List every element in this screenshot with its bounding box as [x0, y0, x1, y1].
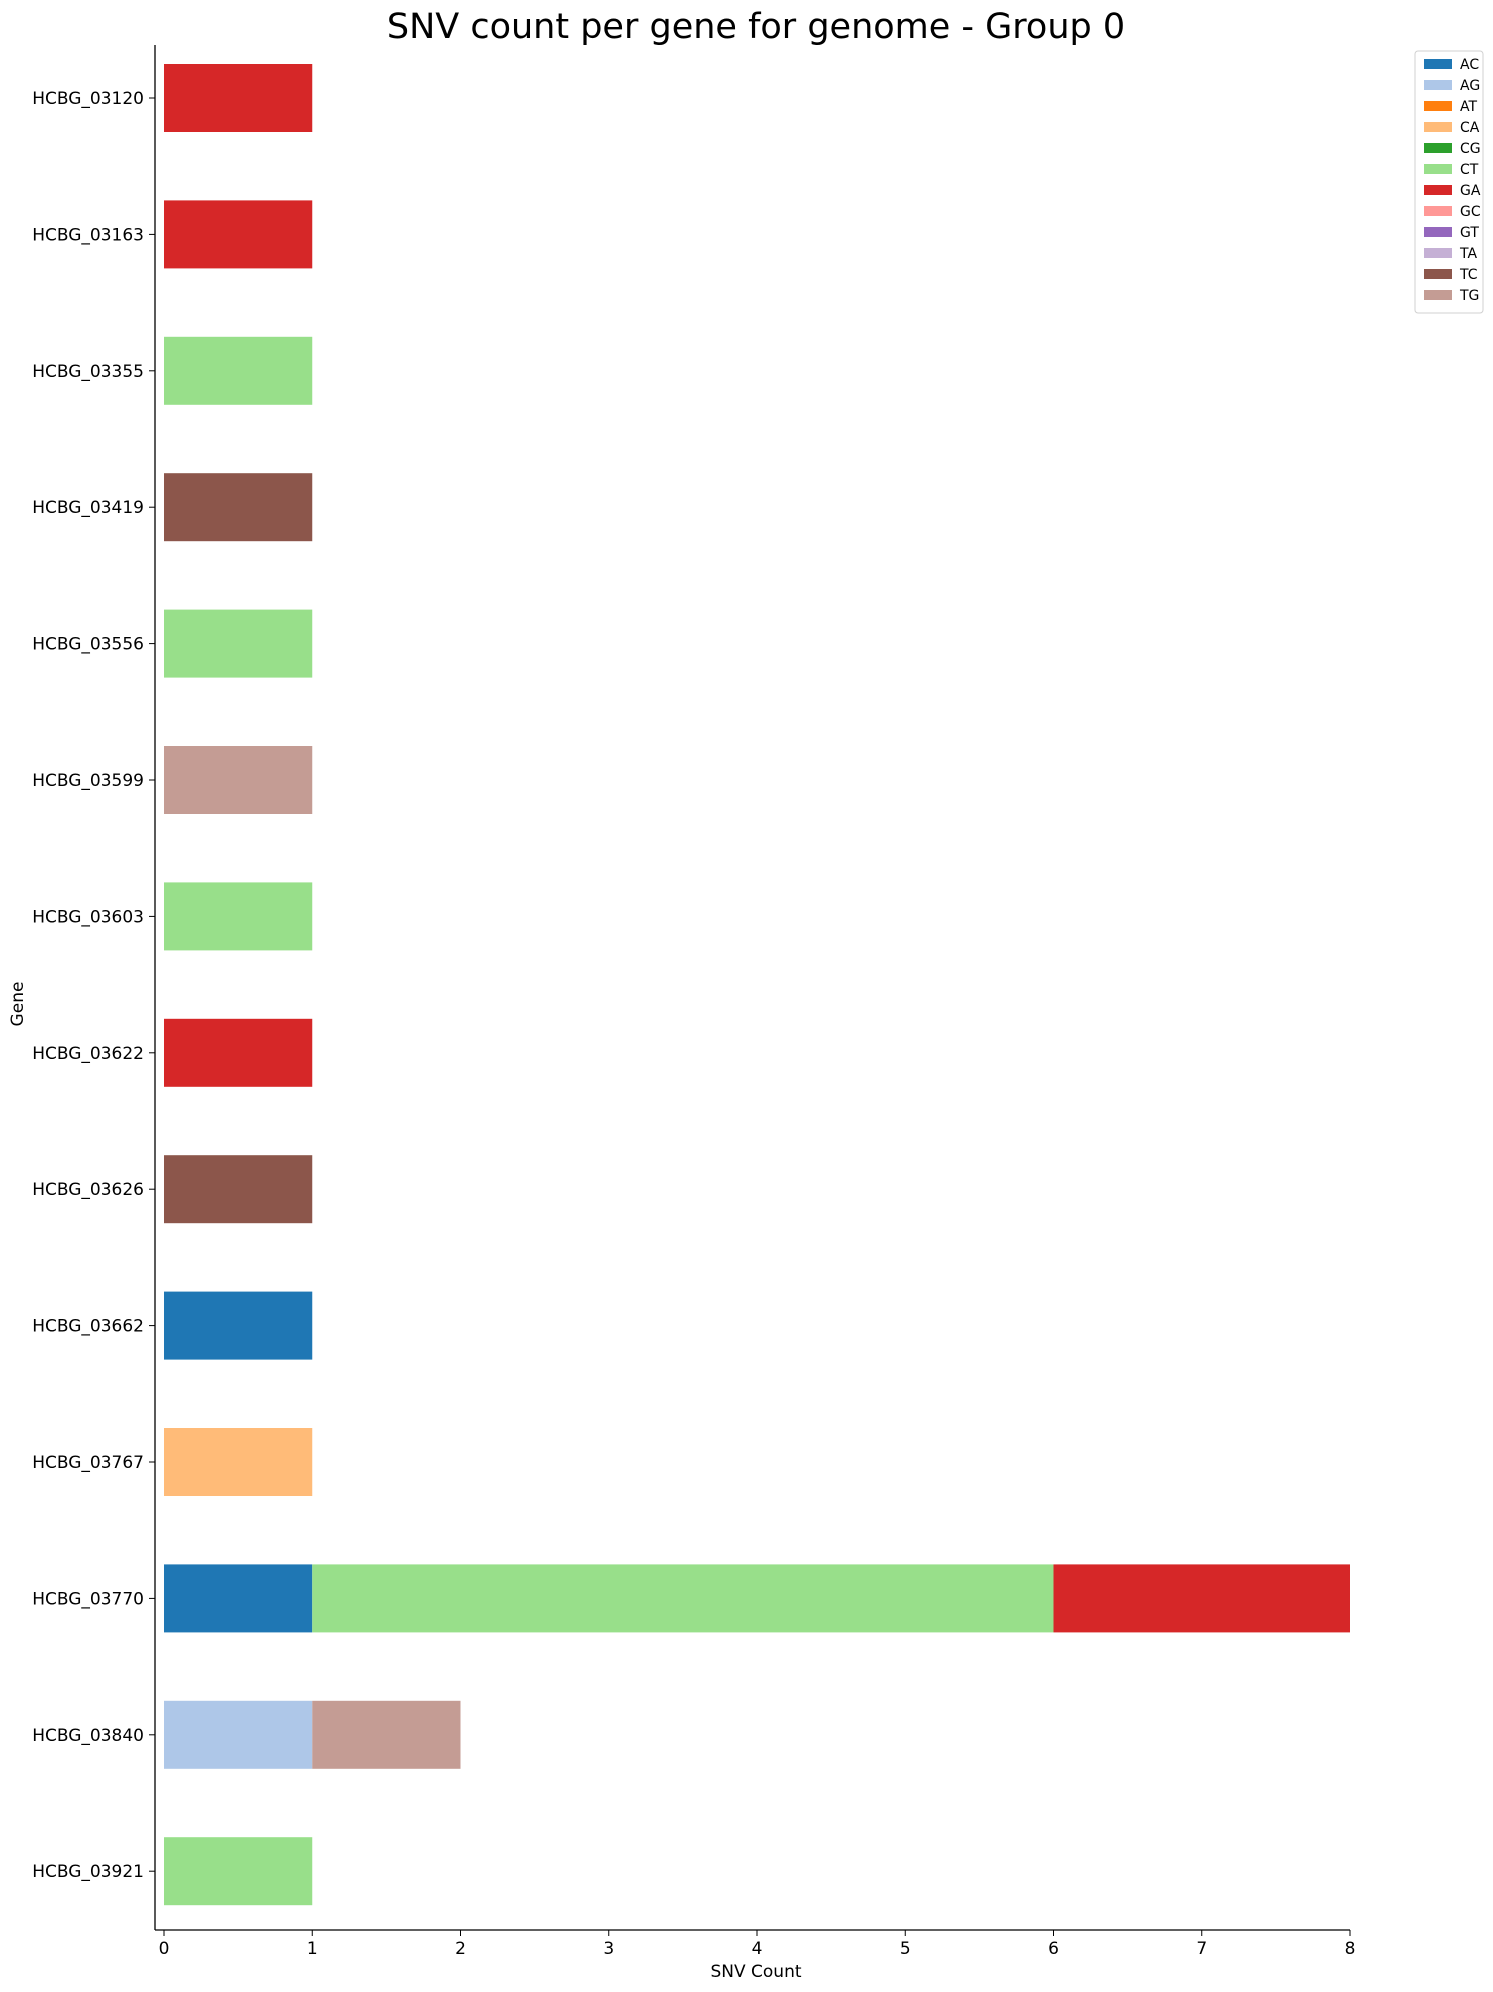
y-tick-label: HCBG_03355: [32, 362, 144, 382]
bar-segment: [164, 609, 313, 678]
chart-title: SNV count per gene for genome - Group 0: [387, 7, 1125, 47]
bar-segment: [164, 64, 313, 132]
x-axis-title: SNV Count: [710, 1962, 801, 1982]
bar-segment: [164, 473, 313, 542]
x-tick-label: 4: [752, 1939, 763, 1959]
y-tick-label: HCBG_03556: [32, 635, 144, 655]
bar-segment: [164, 1837, 313, 1906]
x-tick-label: 2: [455, 1939, 466, 1959]
y-tick-label: HCBG_03921: [32, 1862, 144, 1882]
legend-label: GT: [1460, 225, 1479, 241]
x-tick-label: 3: [603, 1939, 614, 1959]
y-tick-label: HCBG_03603: [32, 907, 144, 927]
legend-swatch: [1424, 227, 1452, 237]
legend-swatch: [1424, 248, 1452, 258]
bar-segment: [1053, 1564, 1350, 1633]
x-tick-label: 8: [1345, 1939, 1356, 1959]
y-tick-label: HCBG_03419: [32, 498, 144, 518]
y-tick-label: HCBG_03599: [32, 771, 144, 791]
bar-segment: [164, 336, 313, 405]
legend-swatch: [1424, 143, 1452, 153]
bars-group: [164, 64, 1350, 1906]
y-axis: HCBG_03120 HCBG_03163 HCBG_03355 HCBG_03419…: [32, 45, 156, 1930]
legend-label: AT: [1460, 99, 1477, 115]
y-tick-label: HCBG_03840: [32, 1726, 144, 1746]
x-tick-label: 6: [1048, 1939, 1059, 1959]
y-tick-label: HCBG_03770: [32, 1589, 144, 1609]
bar-segment: [312, 1564, 1054, 1633]
y-tick-label: HCBG_03626: [32, 1180, 144, 1200]
legend-swatch: [1424, 122, 1452, 132]
legend-label: CT: [1460, 162, 1479, 178]
x-tick-label: 5: [900, 1939, 911, 1959]
legend-swatch: [1424, 164, 1452, 174]
bar-segment: [312, 1700, 461, 1769]
x-axis: 0 1 2 3 4 5 6 7 8: [155, 1929, 1356, 1959]
bar-segment: [164, 1018, 313, 1087]
legend-label: CG: [1460, 141, 1481, 157]
legend-swatch: [1424, 101, 1452, 111]
x-tick-label: 7: [1196, 1939, 1207, 1959]
legend-swatch: [1424, 206, 1452, 216]
y-axis-title: Gene: [8, 982, 28, 1027]
legend-label: AC: [1460, 57, 1479, 73]
legend-swatch: [1424, 59, 1452, 69]
legend-swatch: [1424, 80, 1452, 90]
legend-label: AG: [1460, 78, 1480, 94]
legend-label: TG: [1459, 288, 1479, 304]
bar-segment: [164, 746, 313, 814]
x-tick-label: 0: [159, 1939, 170, 1959]
bar-segment: [164, 1155, 313, 1224]
y-tick-label: HCBG_03662: [32, 1317, 144, 1337]
legend-label: GC: [1460, 204, 1481, 220]
y-tick-label: HCBG_03163: [32, 225, 144, 245]
bar-segment: [164, 200, 313, 269]
bar-segment: [164, 1428, 313, 1496]
y-tick-label: HCBG_03622: [32, 1044, 144, 1064]
x-tick-label: 1: [307, 1939, 318, 1959]
legend-label: TC: [1459, 267, 1478, 283]
y-tick-label: HCBG_03767: [32, 1453, 144, 1473]
bar-segment: [164, 882, 313, 951]
y-tick-label: HCBG_03120: [32, 89, 144, 109]
legend-label: GA: [1460, 183, 1481, 199]
legend-label: CA: [1460, 120, 1480, 136]
legend-swatch: [1424, 290, 1452, 300]
bar-segment: [164, 1564, 313, 1633]
legend: AC AG AT CA CG CT GA GC GT TA TC TG: [1414, 50, 1484, 314]
legend-swatch: [1424, 269, 1452, 279]
bar-segment: [164, 1291, 313, 1360]
legend-box: [1414, 50, 1484, 314]
legend-swatch: [1424, 185, 1452, 195]
legend-label: TA: [1459, 246, 1477, 262]
bar-segment: [164, 1700, 313, 1769]
